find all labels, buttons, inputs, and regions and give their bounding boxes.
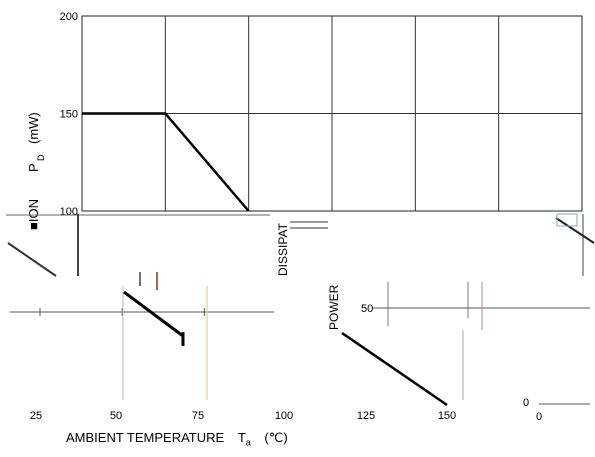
- top-y-tick-label: 200: [60, 11, 78, 23]
- x-axis-title-symbol: T: [237, 430, 246, 445]
- glitch-box: [556, 213, 578, 227]
- fragment-ylabel: POWER: [327, 284, 341, 330]
- x-tick-label: 150: [438, 410, 456, 422]
- top-series-line: [82, 112, 250, 212]
- bottom-series-line: [341, 331, 448, 407]
- x-axis-title-main: AMBIENT TEMPERATURE: [66, 430, 225, 445]
- bottom-y-tick-label: 0: [536, 411, 542, 423]
- top-y-tick-label: 100: [60, 206, 78, 218]
- top-y-tick-label: 150: [60, 109, 78, 121]
- x-axis-title-unit: (℃): [264, 430, 288, 445]
- top-y-axis-title-unit: (mW): [26, 112, 41, 144]
- x-tick-label: 125: [357, 410, 375, 422]
- x-axis-title-subscript: a: [245, 437, 251, 448]
- top-y-axis-title-symbol: P: [26, 163, 41, 172]
- x-tick-label: 25: [30, 410, 42, 422]
- fragment-ylabel-text: DISSIPAT: [276, 222, 290, 276]
- bottom-y-tick-label: 0: [523, 397, 529, 409]
- x-axis-title: AMBIENT TEMPERATURE Ta (℃): [66, 430, 288, 448]
- bottom-y-tick-label: 50: [361, 303, 373, 315]
- bottom-series-line: [123, 290, 184, 338]
- glitch-line: [7, 242, 57, 277]
- x-tick-label: 50: [110, 410, 122, 422]
- fragment-ylabel-text: POWER: [327, 284, 341, 330]
- x-tick-label: 100: [275, 410, 293, 422]
- fragment-ylabel: DISSIPAT: [276, 222, 290, 276]
- glitch-line: [555, 217, 595, 244]
- top-y-axis-title-subscript: D: [36, 154, 46, 161]
- x-tick-label: 75: [192, 410, 204, 422]
